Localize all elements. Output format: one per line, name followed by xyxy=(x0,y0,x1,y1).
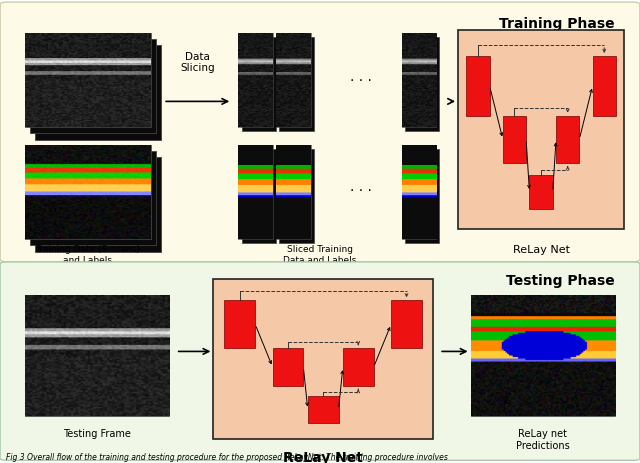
Text: ReLay net
Predictions: ReLay net Predictions xyxy=(516,429,570,451)
FancyBboxPatch shape xyxy=(529,175,553,209)
FancyBboxPatch shape xyxy=(0,262,640,460)
FancyBboxPatch shape xyxy=(0,2,640,262)
Text: Testing Phase: Testing Phase xyxy=(506,274,615,288)
Text: Testing Frame: Testing Frame xyxy=(63,429,131,439)
FancyBboxPatch shape xyxy=(503,115,526,163)
Text: Sliced Training
Data and Labels: Sliced Training Data and Labels xyxy=(284,245,356,265)
FancyBboxPatch shape xyxy=(308,396,339,423)
Text: ReLay Net: ReLay Net xyxy=(513,245,570,255)
FancyBboxPatch shape xyxy=(391,300,422,348)
Text: Training Phase: Training Phase xyxy=(499,17,615,31)
FancyBboxPatch shape xyxy=(404,149,439,244)
FancyBboxPatch shape xyxy=(30,39,156,133)
FancyBboxPatch shape xyxy=(279,149,314,244)
FancyBboxPatch shape xyxy=(404,37,439,131)
Text: · · ·: · · · xyxy=(350,74,372,88)
FancyBboxPatch shape xyxy=(593,56,616,115)
FancyBboxPatch shape xyxy=(279,37,314,131)
FancyBboxPatch shape xyxy=(273,348,303,386)
Text: · · ·: · · · xyxy=(350,183,372,198)
Text: Training Data (B-scans)
and Labels: Training Data (B-scans) and Labels xyxy=(35,245,140,265)
Text: Fig 3 Overall flow of the training and testing procedure for the proposed ReLayN: Fig 3 Overall flow of the training and t… xyxy=(6,453,448,462)
Text: Data
Slicing: Data Slicing xyxy=(180,52,215,73)
FancyBboxPatch shape xyxy=(242,37,276,131)
FancyBboxPatch shape xyxy=(35,157,161,252)
Text: ReLay Net: ReLay Net xyxy=(283,450,363,463)
FancyBboxPatch shape xyxy=(467,56,490,115)
FancyBboxPatch shape xyxy=(213,280,433,439)
FancyBboxPatch shape xyxy=(556,115,579,163)
FancyBboxPatch shape xyxy=(225,300,255,348)
FancyBboxPatch shape xyxy=(458,30,624,229)
FancyBboxPatch shape xyxy=(30,151,156,245)
FancyBboxPatch shape xyxy=(343,348,374,386)
FancyBboxPatch shape xyxy=(35,45,161,139)
FancyBboxPatch shape xyxy=(242,149,276,244)
